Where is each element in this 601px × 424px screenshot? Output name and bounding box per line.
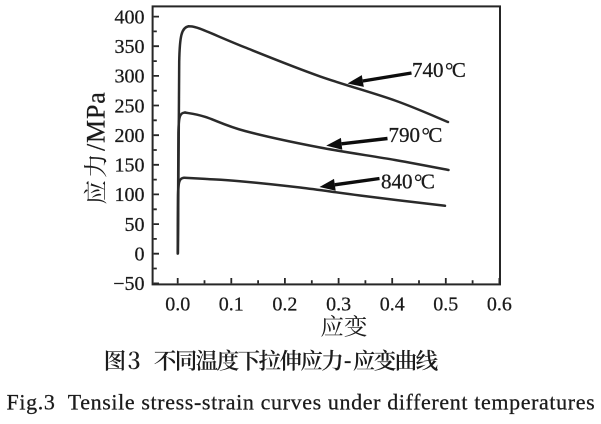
svg-text:400: 400 — [115, 6, 145, 28]
svg-text:250: 250 — [115, 95, 145, 117]
svg-text:350: 350 — [115, 36, 145, 58]
svg-text:100: 100 — [115, 184, 145, 206]
svg-text:0.1: 0.1 — [219, 293, 244, 315]
svg-text:-: - — [344, 347, 351, 372]
svg-text:840°C: 840°C — [381, 170, 435, 194]
svg-text:0.6: 0.6 — [487, 293, 512, 315]
svg-text:150: 150 — [115, 155, 145, 177]
svg-text:0.4: 0.4 — [380, 293, 405, 315]
svg-text:0.3: 0.3 — [326, 293, 351, 315]
svg-text:50: 50 — [125, 214, 145, 236]
svg-text:300: 300 — [115, 66, 145, 88]
svg-text:0: 0 — [135, 244, 145, 266]
svg-text:790°C: 790°C — [389, 123, 443, 147]
svg-text:/MPa: /MPa — [82, 91, 111, 151]
svg-text:740°C: 740°C — [412, 58, 466, 82]
svg-text:0.0: 0.0 — [165, 293, 190, 315]
svg-text:0.5: 0.5 — [433, 293, 458, 315]
svg-text:Fig.3 Tensile stress-strain c: Fig.3 Tensile stress-strain curves under… — [7, 390, 596, 415]
svg-text:200: 200 — [115, 125, 145, 147]
svg-text:−50: −50 — [113, 273, 144, 295]
svg-text:0.2: 0.2 — [272, 293, 297, 315]
